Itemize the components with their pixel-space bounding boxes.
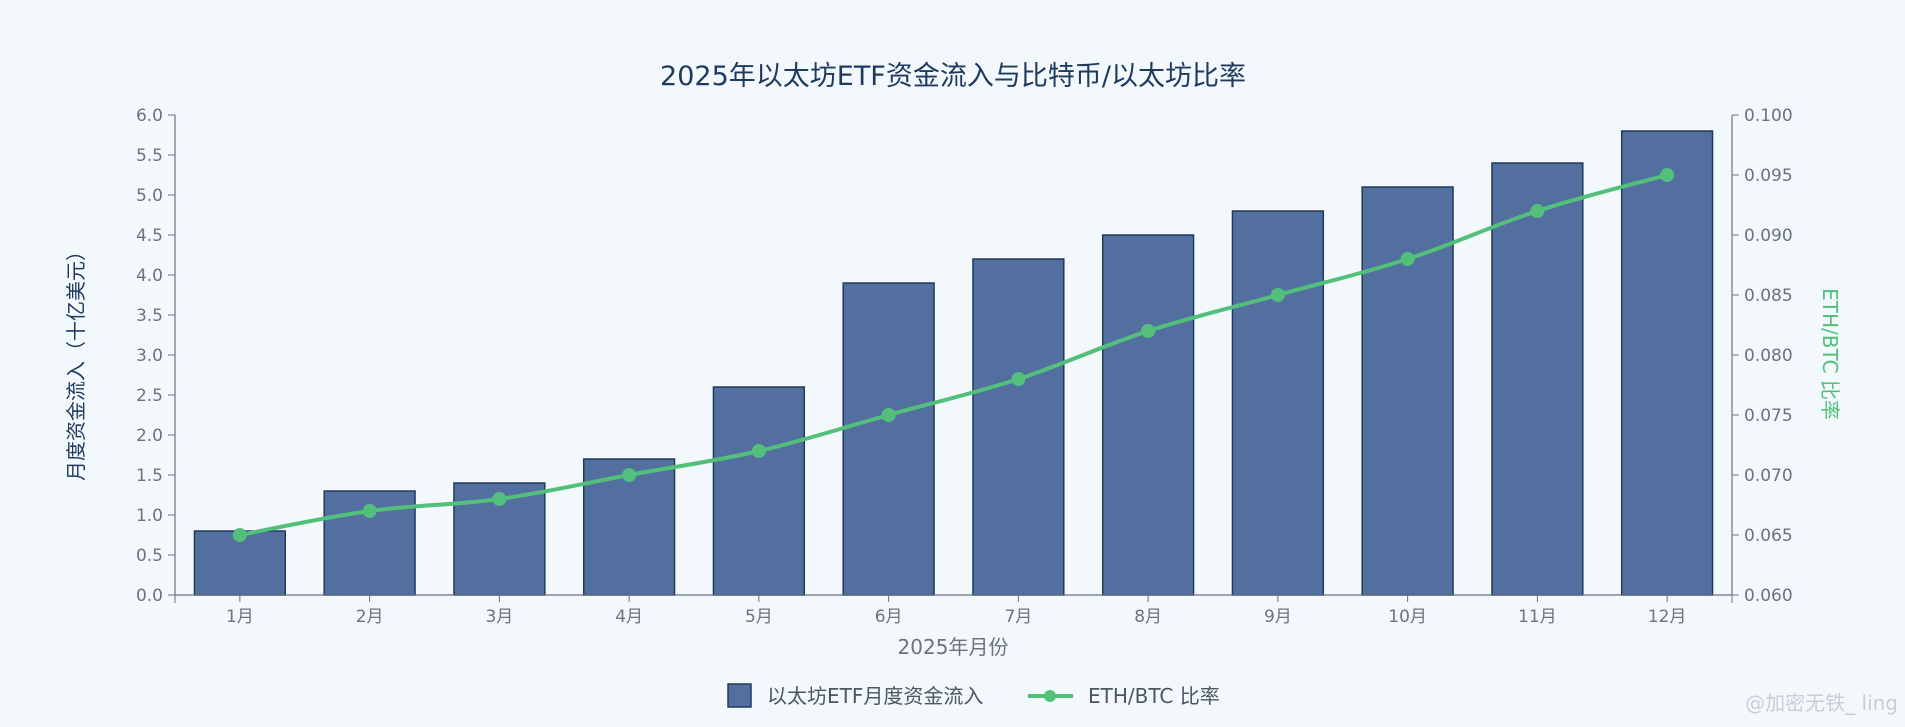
y-tick-label-right: 0.085 bbox=[1744, 286, 1793, 306]
y-tick-label-right: 0.080 bbox=[1744, 346, 1793, 366]
x-tick-label: 4月 bbox=[615, 607, 643, 627]
y-tick-label-left: 2.5 bbox=[136, 386, 163, 406]
y-tick-label-right: 0.075 bbox=[1744, 406, 1793, 426]
y-tick-label-left: 4.0 bbox=[136, 266, 163, 286]
y-tick-label-right: 0.095 bbox=[1744, 166, 1793, 186]
x-tick-label: 3月 bbox=[485, 607, 513, 627]
line-point bbox=[1400, 252, 1415, 266]
bar-series bbox=[193, 130, 1714, 596]
y-tick-label-left: 1.5 bbox=[136, 466, 163, 486]
y-tick-label-right: 0.070 bbox=[1744, 466, 1793, 486]
y-tick-label-right: 0.060 bbox=[1744, 586, 1793, 606]
line-point bbox=[1141, 324, 1156, 338]
line-point bbox=[622, 468, 637, 482]
line-point bbox=[1270, 288, 1285, 302]
bar bbox=[1101, 234, 1195, 596]
x-axis-title: 2025年月份 bbox=[898, 635, 1009, 659]
legend-label-line: ETH/BTC 比率 bbox=[1088, 684, 1220, 708]
x-tick-label: 11月 bbox=[1518, 607, 1557, 627]
line-point bbox=[232, 528, 247, 542]
line-point bbox=[362, 504, 377, 518]
y-tick-label-left: 3.0 bbox=[136, 346, 163, 366]
y-axis-left-title: 月度资金流入（十亿美元） bbox=[64, 241, 88, 481]
line-series bbox=[232, 168, 1675, 542]
x-tick-label: 10月 bbox=[1388, 607, 1427, 627]
axes: 0.0 0.5 1.0 1.5 2.0 2.5 3.0 3.5 4.0 4.5 5.0 5.5 6.0 0… bbox=[136, 106, 1793, 627]
legend-label-bar: 以太坊ETF月度资金流入 bbox=[767, 684, 983, 708]
line-point bbox=[492, 492, 507, 506]
bar bbox=[842, 282, 935, 596]
y-tick-label-left: 6.0 bbox=[136, 106, 163, 126]
chart-title: 2025年以太坊ETF资金流入与比特币/以太坊比率 bbox=[660, 61, 1246, 92]
line-point bbox=[751, 444, 766, 458]
y-tick-label-left: 0.5 bbox=[136, 546, 163, 566]
bar bbox=[1620, 130, 1714, 596]
y-tick-label-left: 5.0 bbox=[136, 186, 163, 206]
y-tick-label-right: 0.090 bbox=[1744, 226, 1793, 246]
y-tick-label-left: 3.5 bbox=[136, 306, 163, 326]
x-tick-label: 6月 bbox=[875, 607, 903, 627]
x-tick-label: 7月 bbox=[1004, 607, 1032, 627]
line-point bbox=[1530, 204, 1545, 218]
legend: 以太坊ETF月度资金流入 ETH/BTC 比率 bbox=[727, 683, 1220, 708]
bar bbox=[972, 258, 1065, 596]
bar bbox=[712, 386, 806, 596]
y-tick-label-right: 0.065 bbox=[1744, 526, 1793, 546]
y-tick-label-right: 0.100 bbox=[1744, 106, 1793, 126]
y-axis-right-title: ETH/BTC 比率 bbox=[1818, 288, 1842, 420]
y-tick-label-left: 0.0 bbox=[136, 586, 163, 606]
y-tick-label-left: 4.5 bbox=[136, 226, 163, 246]
legend-swatch-bar bbox=[727, 683, 752, 708]
y-tick-label-left: 5.5 bbox=[136, 146, 163, 166]
bar bbox=[1231, 210, 1325, 596]
line-point bbox=[1660, 168, 1675, 182]
line-point bbox=[881, 408, 896, 422]
line-point bbox=[1011, 372, 1026, 386]
x-tick-label: 8月 bbox=[1134, 607, 1162, 627]
x-tick-label: 12月 bbox=[1648, 607, 1687, 627]
y-tick-label-left: 2.0 bbox=[136, 426, 163, 446]
x-tick-label: 9月 bbox=[1264, 607, 1292, 627]
y-tick-label-left: 1.0 bbox=[136, 506, 163, 526]
watermark: @加密无铁_ ling bbox=[1745, 691, 1898, 715]
eth-btc-line bbox=[239, 173, 1668, 537]
x-tick-label: 2月 bbox=[356, 607, 384, 627]
legend-swatch-marker bbox=[1044, 690, 1056, 702]
bar bbox=[1491, 162, 1584, 596]
x-tick-label: 5月 bbox=[745, 607, 773, 627]
x-tick-label: 1月 bbox=[226, 607, 254, 627]
